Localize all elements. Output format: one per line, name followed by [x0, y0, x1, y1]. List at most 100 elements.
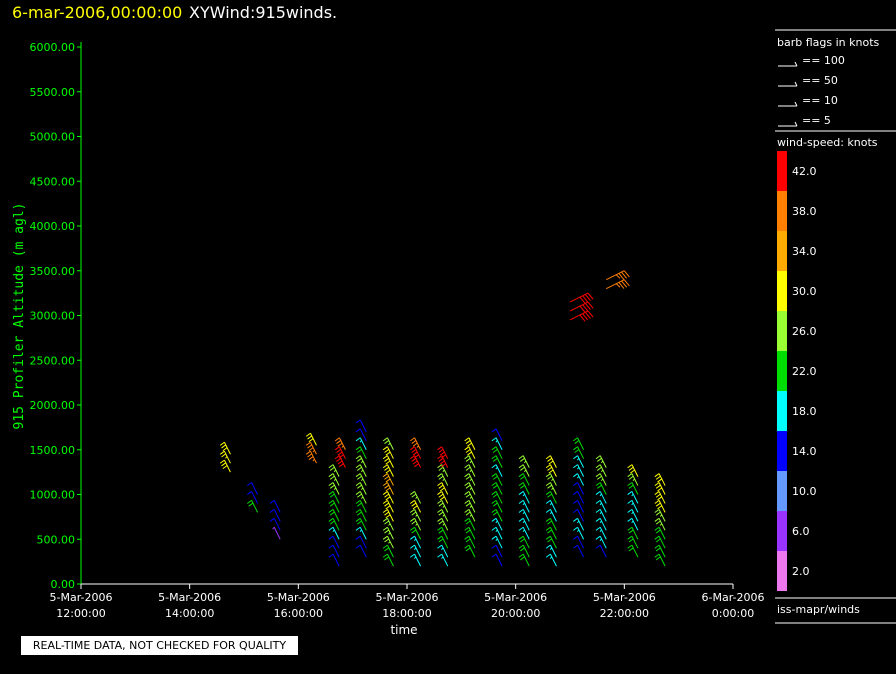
wind-barb — [328, 535, 340, 549]
legend-speed-swatch — [777, 551, 787, 591]
barb-feather — [328, 553, 334, 558]
y-tick-label: 6000.00 — [30, 41, 76, 54]
barb-feather — [518, 553, 524, 558]
barb-feather — [439, 496, 445, 501]
barb-shaft — [549, 455, 557, 468]
wind-barb — [654, 508, 666, 522]
barb-feather — [469, 505, 472, 508]
barb-feather — [465, 520, 471, 525]
barb-feather — [623, 279, 630, 287]
barb-feather — [329, 493, 335, 498]
barb-feather — [357, 511, 362, 516]
barb-shaft — [468, 509, 476, 522]
barb-feather — [654, 544, 660, 549]
barb-shaft — [359, 419, 367, 433]
barb-feather — [437, 553, 443, 558]
wind-barb — [269, 499, 281, 513]
barb-feather — [654, 491, 660, 495]
barb-feather — [307, 435, 313, 440]
barb-feather — [305, 441, 311, 446]
barb-feather — [360, 487, 364, 490]
barb-feather — [305, 432, 311, 437]
barb-feather — [385, 469, 391, 474]
legend-speed-label: 30.0 — [792, 285, 817, 298]
barb-feather — [312, 458, 315, 462]
legend-speed-item: 42.0 — [777, 151, 817, 191]
wind-barb — [518, 464, 530, 477]
barb-feather — [655, 529, 661, 534]
barb-shaft — [658, 527, 666, 540]
x-tick-label-time: 12:00:00 — [56, 607, 105, 620]
wind-barb — [518, 526, 530, 540]
barb-feather — [547, 466, 553, 471]
barb-feather — [627, 544, 633, 549]
barb-shaft — [549, 535, 557, 549]
barb-feather — [491, 437, 497, 442]
wind-barb — [355, 499, 367, 513]
wind-barb — [437, 464, 449, 477]
wind-barb — [605, 270, 630, 281]
barb-shaft — [441, 473, 449, 486]
barb-shaft — [441, 455, 449, 468]
barb-feather — [492, 493, 498, 498]
barb-feather — [388, 523, 391, 526]
barb-feather — [338, 463, 344, 468]
barb-feather — [221, 444, 227, 449]
barb-feather — [469, 496, 472, 499]
barb-shaft — [309, 450, 317, 464]
barb-shaft — [522, 518, 530, 531]
wind-barb — [437, 473, 449, 486]
barb-feather — [437, 526, 443, 531]
barb-feather — [655, 502, 661, 507]
wind-barb — [410, 508, 422, 522]
barb-feather — [415, 514, 418, 517]
barb-shaft — [468, 535, 476, 549]
barb-feather — [576, 475, 580, 479]
header-title: XYWind:915winds. — [189, 3, 337, 22]
barb-feather — [469, 514, 472, 517]
legend-source: iss-mapr/winds — [777, 603, 860, 616]
wind-barb — [437, 526, 449, 540]
barb-feather — [491, 464, 497, 469]
barb-feather — [582, 304, 589, 312]
barb-feather — [465, 440, 471, 444]
barb-shaft — [495, 428, 503, 442]
barb-feather — [437, 446, 443, 451]
barb-feather — [336, 457, 342, 462]
barb-shaft — [549, 500, 557, 513]
barb-feather — [355, 499, 361, 504]
barb-feather — [357, 448, 362, 453]
barb-feather — [438, 457, 444, 462]
barb-feather — [599, 502, 602, 506]
barb-shaft — [468, 473, 476, 486]
barb-feather — [329, 520, 335, 525]
barb-feather — [518, 482, 524, 487]
wind-barb — [464, 464, 476, 477]
y-tick-label: 4500.00 — [30, 175, 76, 188]
barb-shaft — [332, 553, 340, 567]
legend-speed-item: 34.0 — [777, 231, 817, 271]
barb-shaft — [338, 437, 346, 450]
wind-barb — [355, 482, 367, 495]
barb-feather — [623, 270, 630, 278]
barb-feather — [627, 499, 633, 504]
barb-feather — [584, 294, 591, 301]
legend-speed-label: 26.0 — [792, 325, 817, 338]
barb-feather — [411, 448, 417, 453]
barb-feather — [573, 535, 578, 540]
legend-speed-scale: 42.0 38.0 34.0 30.0 26.0 22.0 18.0 14.0 10.0 6.0 2… — [777, 151, 817, 591]
barb-shaft — [332, 527, 340, 540]
barb-feather — [412, 442, 418, 447]
barb-feather — [442, 478, 445, 482]
wind-barb — [654, 473, 666, 486]
barb-feather — [655, 475, 661, 480]
barb-feather — [549, 502, 553, 506]
barb-feather — [337, 451, 343, 456]
legend-flag-item: == 100 — [778, 54, 845, 67]
wind-barb — [627, 473, 639, 486]
barb-feather — [492, 511, 498, 516]
barb-shaft — [386, 491, 394, 504]
y-tick-label: 2000.00 — [30, 399, 76, 412]
wind-barb — [518, 535, 530, 549]
barb-feather — [388, 532, 391, 535]
